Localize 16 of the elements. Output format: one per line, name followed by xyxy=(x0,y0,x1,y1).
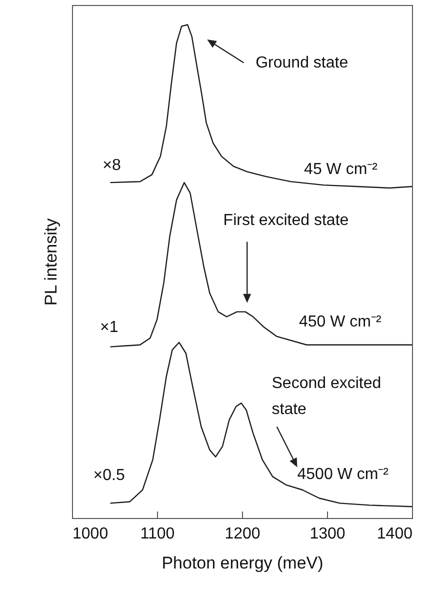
annotation: 4500 W cm⁻² xyxy=(297,466,390,484)
x-tick-label: 1200 xyxy=(224,526,260,542)
annotation: 450 W cm⁻² xyxy=(298,314,382,331)
annotation: ×1 xyxy=(100,319,118,336)
x-tick-label: 1300 xyxy=(310,526,346,542)
annotation: Second excited state xyxy=(272,374,382,418)
annotation: ×8 xyxy=(102,156,121,174)
annotation: First excited state xyxy=(223,212,349,230)
x-tick-label: 1100 xyxy=(140,526,175,542)
annotation: Ground state xyxy=(256,54,348,72)
annotation: 45 W cm⁻² xyxy=(304,160,378,178)
x-tick-label: 1400 xyxy=(376,526,413,542)
x-axis-title: Photon energy (meV) xyxy=(162,554,324,572)
x-tick-label: 1000 xyxy=(72,526,108,542)
annotation: ×0.5 xyxy=(93,467,125,484)
y-axis-title: PL intensity xyxy=(42,218,60,306)
